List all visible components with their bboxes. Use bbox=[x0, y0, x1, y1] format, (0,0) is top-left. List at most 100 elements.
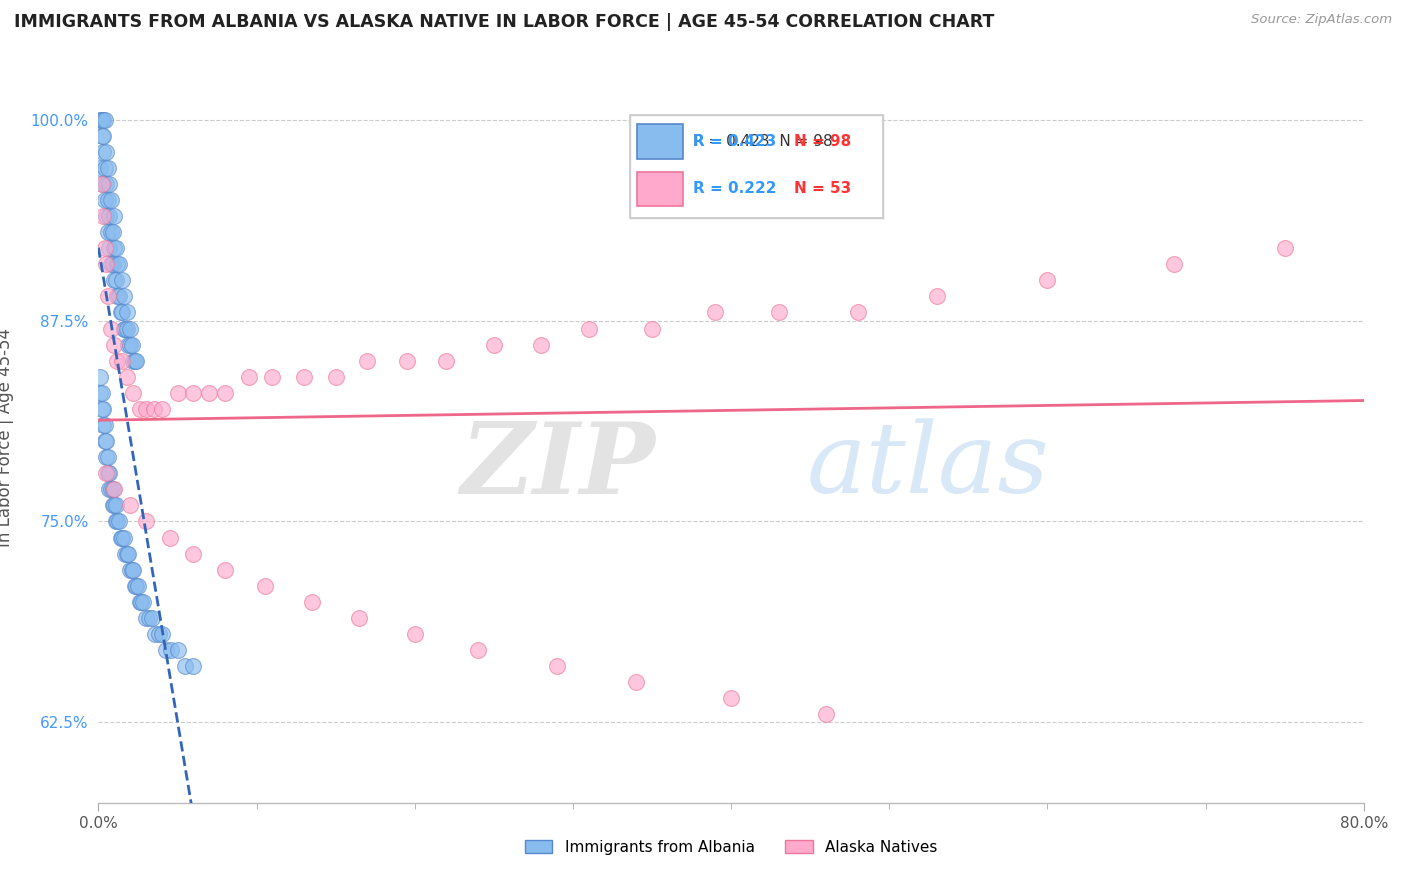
Point bbox=[578, 321, 600, 335]
Point bbox=[90, 385, 112, 400]
Point bbox=[135, 515, 157, 529]
Point bbox=[1036, 273, 1059, 287]
Point bbox=[115, 547, 138, 561]
Point bbox=[768, 305, 790, 319]
Point bbox=[96, 257, 118, 271]
Point bbox=[103, 241, 125, 255]
Point bbox=[214, 385, 236, 400]
Point bbox=[120, 499, 141, 513]
Text: atlas: atlas bbox=[807, 418, 1050, 514]
Point bbox=[122, 563, 145, 577]
Point bbox=[107, 257, 129, 271]
Point bbox=[110, 305, 132, 319]
Point bbox=[262, 369, 284, 384]
Point bbox=[93, 417, 117, 432]
Point bbox=[115, 305, 138, 319]
Point bbox=[121, 337, 143, 351]
Point bbox=[112, 321, 135, 335]
Point bbox=[107, 289, 129, 303]
Point bbox=[108, 515, 131, 529]
Point bbox=[97, 193, 120, 207]
Point bbox=[482, 337, 505, 351]
Point bbox=[128, 595, 150, 609]
Point bbox=[624, 675, 647, 690]
Point bbox=[97, 450, 120, 465]
Text: IMMIGRANTS FROM ALBANIA VS ALASKA NATIVE IN LABOR FORCE | AGE 45-54 CORRELATION : IMMIGRANTS FROM ALBANIA VS ALASKA NATIVE… bbox=[14, 13, 994, 31]
Point bbox=[145, 627, 166, 641]
Point bbox=[115, 369, 138, 384]
Point bbox=[114, 321, 136, 335]
Point bbox=[132, 595, 155, 609]
Point bbox=[150, 401, 173, 416]
Point bbox=[93, 161, 117, 175]
Point bbox=[127, 579, 149, 593]
Point bbox=[292, 369, 315, 384]
Point bbox=[96, 467, 118, 481]
Point bbox=[117, 547, 139, 561]
Point bbox=[100, 257, 122, 271]
Point bbox=[103, 483, 125, 497]
Point bbox=[159, 531, 181, 545]
Point bbox=[111, 305, 134, 319]
Point bbox=[107, 353, 129, 368]
Point bbox=[120, 337, 141, 351]
Point bbox=[925, 289, 948, 303]
Point bbox=[1274, 241, 1296, 255]
Point bbox=[96, 177, 118, 191]
Point bbox=[96, 450, 118, 465]
Point bbox=[124, 579, 146, 593]
Point bbox=[183, 547, 205, 561]
Point bbox=[96, 434, 118, 449]
Text: Source: ZipAtlas.com: Source: ZipAtlas.com bbox=[1251, 13, 1392, 27]
Point bbox=[91, 417, 114, 432]
Point bbox=[100, 483, 122, 497]
Point bbox=[108, 257, 131, 271]
Point bbox=[112, 531, 135, 545]
Point bbox=[98, 467, 121, 481]
Point bbox=[98, 209, 121, 223]
Point bbox=[301, 595, 323, 609]
Point bbox=[166, 385, 188, 400]
Point bbox=[142, 401, 165, 416]
Point bbox=[97, 225, 120, 239]
Point bbox=[138, 611, 160, 625]
Point bbox=[103, 499, 125, 513]
Point bbox=[846, 305, 869, 319]
Point bbox=[91, 209, 114, 223]
Point bbox=[100, 225, 122, 239]
Point bbox=[93, 434, 117, 449]
Point bbox=[93, 193, 117, 207]
Point bbox=[120, 321, 141, 335]
Point bbox=[129, 595, 152, 609]
Point bbox=[436, 353, 458, 368]
Point bbox=[91, 401, 114, 416]
Point bbox=[183, 659, 205, 673]
Point bbox=[101, 499, 124, 513]
Point bbox=[89, 385, 111, 400]
Point bbox=[93, 112, 117, 127]
Point bbox=[101, 225, 124, 239]
Point bbox=[110, 531, 132, 545]
Point bbox=[111, 353, 134, 368]
Point bbox=[103, 273, 125, 287]
Point bbox=[349, 611, 371, 625]
Point bbox=[183, 385, 205, 400]
Point bbox=[115, 321, 138, 335]
Point bbox=[148, 627, 170, 641]
Point bbox=[141, 611, 163, 625]
Point bbox=[100, 321, 122, 335]
Point bbox=[155, 643, 177, 657]
Point bbox=[150, 627, 173, 641]
Point bbox=[90, 128, 112, 143]
Point bbox=[546, 659, 568, 673]
Point bbox=[814, 707, 837, 722]
Point bbox=[101, 257, 124, 271]
Point bbox=[97, 161, 120, 175]
Point bbox=[104, 515, 127, 529]
Point bbox=[101, 483, 124, 497]
Point bbox=[1163, 257, 1185, 271]
Point bbox=[121, 563, 143, 577]
Point bbox=[90, 401, 112, 416]
Point bbox=[124, 353, 146, 368]
Point bbox=[103, 209, 125, 223]
